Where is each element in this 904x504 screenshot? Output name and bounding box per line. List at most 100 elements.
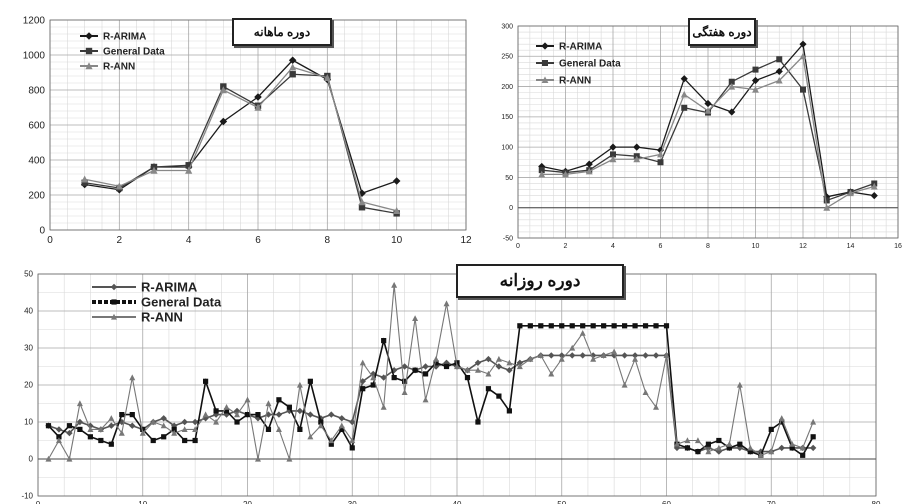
r-arima-point-58 bbox=[652, 352, 660, 359]
r-ann-point-38 bbox=[443, 300, 450, 307]
r-arima-point-27 bbox=[328, 411, 335, 418]
general-data-point-69 bbox=[768, 426, 774, 432]
r-ann-point-0 bbox=[81, 175, 89, 183]
r-arima-point-3 bbox=[76, 418, 84, 426]
r-arima-point-22 bbox=[275, 411, 283, 418]
general-data-point-30 bbox=[360, 386, 366, 392]
r-arima-point-43 bbox=[495, 363, 503, 370]
r-arima-point-8 bbox=[728, 108, 736, 116]
r-ann-point-5 bbox=[97, 426, 104, 432]
general-data-point-10 bbox=[776, 56, 783, 63]
general-data-point-47 bbox=[538, 323, 544, 329]
general-data-point-35 bbox=[412, 367, 418, 373]
r-ann-point-4 bbox=[87, 426, 94, 432]
weekly-chart-panel: 0 2 4 6 8 10 12 14 16 -50 0 50 100 150 200 250 300 R-ARIM… bbox=[482, 0, 904, 256]
y-tick-label: 50 bbox=[505, 175, 513, 182]
general-data-point-50 bbox=[569, 323, 575, 329]
general-data-point-8 bbox=[728, 78, 735, 85]
general-data-point-63 bbox=[705, 441, 711, 447]
r-ann-point-1 bbox=[115, 182, 123, 190]
y-tick-label: -10 bbox=[21, 492, 33, 501]
monthly-chart-title: دوره ماهانه bbox=[232, 18, 332, 46]
general-data-point-19 bbox=[244, 412, 251, 418]
general-data-point-33 bbox=[391, 375, 397, 381]
r-ann-point-61 bbox=[684, 437, 691, 444]
x-tick-label: 14 bbox=[847, 243, 855, 250]
r-ann-point-17 bbox=[223, 404, 230, 410]
x-tick-label: 40 bbox=[453, 500, 462, 504]
monthly-chart-panel: 0 2 4 6 8 10 12 0 200 400 600 800 1000 1200 R-ARIMA Gen… bbox=[0, 0, 478, 250]
general-data-point-3 bbox=[185, 162, 192, 169]
r-ann-point-4 bbox=[219, 86, 227, 94]
general-data-point-17 bbox=[223, 408, 230, 414]
general-data-point-65 bbox=[726, 445, 732, 451]
x-tick-label: 70 bbox=[767, 500, 776, 504]
r-ann-point-12 bbox=[823, 204, 831, 211]
r-ann-point-47 bbox=[537, 352, 544, 358]
r-ann-point-54 bbox=[611, 348, 618, 355]
y-tick-label: 1200 bbox=[23, 15, 46, 26]
general-data-point-9 bbox=[140, 426, 146, 432]
r-ann-point-1 bbox=[562, 170, 569, 178]
x-tick-label: 0 bbox=[47, 235, 53, 246]
series-r-ann bbox=[81, 63, 401, 214]
r-ann-point-58 bbox=[653, 404, 660, 410]
legend-label-r-arima: R-ARIMA bbox=[141, 279, 198, 294]
r-arima-point-11 bbox=[160, 415, 167, 422]
r-ann-point-18 bbox=[234, 411, 241, 418]
r-arima-point-24 bbox=[296, 407, 304, 415]
legend-label-r-arima: R-ARIMA bbox=[103, 31, 146, 42]
r-arima-point-28 bbox=[338, 415, 345, 422]
r-ann-point-57 bbox=[642, 389, 649, 395]
general-data-point-18 bbox=[234, 419, 240, 425]
r-ann-point-6 bbox=[108, 415, 115, 421]
r-ann-point-50 bbox=[569, 344, 576, 351]
y-tick-label: -50 bbox=[503, 235, 513, 242]
legend-label-r-arima: R-ARIMA bbox=[559, 41, 602, 52]
general-data-point-72 bbox=[800, 452, 806, 458]
r-ann-point-2 bbox=[66, 455, 73, 462]
general-data-point-58 bbox=[653, 323, 659, 329]
r-ann-point-60 bbox=[673, 441, 680, 447]
general-data-point-29 bbox=[349, 445, 355, 451]
y-tick-label: 400 bbox=[28, 155, 45, 166]
r-arima-point-45 bbox=[516, 359, 524, 366]
r-ann-point-65 bbox=[726, 441, 733, 447]
r-arima-point-legend bbox=[85, 32, 93, 40]
x-tick-label: 0 bbox=[516, 243, 520, 250]
r-arima-point-legend bbox=[541, 42, 549, 50]
r-arima-point-7 bbox=[704, 99, 712, 108]
x-tick-label: 60 bbox=[662, 500, 671, 504]
r-arima-point-56 bbox=[631, 352, 639, 359]
r-ann-point-3 bbox=[185, 166, 193, 174]
r-ann-point-23 bbox=[286, 455, 293, 462]
r-arima-point-5 bbox=[254, 93, 262, 101]
r-arima-point-13 bbox=[181, 418, 188, 426]
r-arima-point-14 bbox=[870, 192, 878, 200]
legend-entry-r-arima: R-ARIMA bbox=[80, 31, 146, 42]
daily-chart-panel: 01020304050607080-1001020304050R-ARIMAGe… bbox=[0, 256, 904, 504]
general-data-point-70 bbox=[779, 419, 785, 425]
general-data-point-38 bbox=[443, 363, 450, 370]
general-data-point-34 bbox=[402, 378, 408, 384]
general-data-point-41 bbox=[475, 419, 481, 425]
r-ann-point-8 bbox=[358, 198, 366, 206]
general-data-point-31 bbox=[370, 382, 376, 388]
x-tick-label: 30 bbox=[348, 500, 357, 504]
general-data-point-14 bbox=[192, 437, 198, 444]
r-ann-point-5 bbox=[657, 150, 664, 158]
general-data-point-46 bbox=[527, 323, 533, 329]
r-ann-point-10 bbox=[775, 76, 783, 84]
r-ann-point-13 bbox=[181, 426, 188, 432]
r-arima-point-6 bbox=[680, 75, 688, 83]
r-ann-point-62 bbox=[694, 437, 701, 444]
r-ann-point-36 bbox=[422, 396, 429, 403]
legend-label-r-ann: R-ANN bbox=[103, 61, 135, 72]
y-tick-label: 0 bbox=[39, 225, 45, 236]
x-tick-label: 50 bbox=[557, 500, 566, 504]
general-data-point-10 bbox=[150, 437, 156, 444]
legend-label-general-data: General Data bbox=[141, 294, 222, 309]
general-data-point-6 bbox=[289, 71, 296, 78]
r-arima-point-14 bbox=[191, 418, 199, 426]
y-tick-label: 200 bbox=[28, 190, 45, 201]
